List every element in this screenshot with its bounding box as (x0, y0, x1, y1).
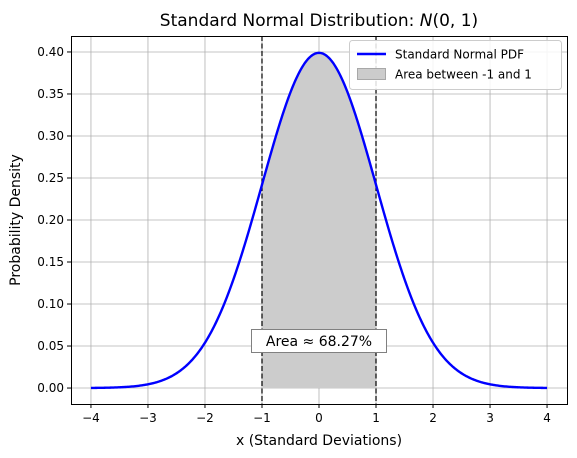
x-axis-ticks: −4 −3 −2 −1 0 1 2 3 4 (82, 404, 551, 425)
x-tick-label: 1 (372, 411, 380, 425)
y-tick-label: 0.25 (37, 171, 64, 185)
legend-label-pdf: Standard Normal PDF (395, 48, 524, 62)
x-tick-label: −3 (139, 411, 157, 425)
y-tick-label: 0.15 (37, 255, 64, 269)
shaded-area (261, 52, 377, 389)
y-tick-label: 0.00 (37, 381, 64, 395)
x-tick-label: 3 (486, 411, 494, 425)
legend-frame (349, 40, 562, 90)
y-axis-label: Probability Density (8, 154, 24, 286)
x-tick-label: 4 (543, 411, 551, 425)
chart-title: Standard Normal Distribution: N(0, 1) (160, 11, 478, 31)
legend-area-swatch (357, 68, 386, 80)
shaded-area-fill (261, 52, 377, 389)
legend-label-area: Area between -1 and 1 (395, 68, 532, 82)
reference-lines (261, 36, 377, 404)
y-tick-label: 0.35 (37, 87, 64, 101)
series-line (90, 51, 548, 390)
annotation-text: Area ≈ 68.27% (266, 334, 372, 350)
x-tick-label: −2 (196, 411, 214, 425)
annotation: Area ≈ 68.27% (251, 329, 387, 353)
x-tick-label: −1 (253, 411, 271, 425)
y-axis-ticks: 0.00 0.05 0.10 0.15 0.20 0.25 0.30 0.35 0.40 (37, 45, 71, 395)
x-tick-label: 0 (315, 411, 323, 425)
y-tick-label: 0.05 (37, 339, 64, 353)
x-axis-label: x (Standard Deviations) (236, 433, 402, 449)
annotation-box (251, 329, 387, 353)
x-tick-label: −4 (82, 411, 100, 425)
y-tick-label: 0.20 (37, 213, 64, 227)
y-tick-label: 0.10 (37, 297, 64, 311)
y-tick-label: 0.40 (37, 45, 64, 59)
y-tick-label: 0.30 (37, 129, 64, 143)
x-tick-label: 2 (429, 411, 437, 425)
series (90, 51, 548, 390)
legend: Standard Normal PDF Area between -1 and … (349, 40, 562, 90)
